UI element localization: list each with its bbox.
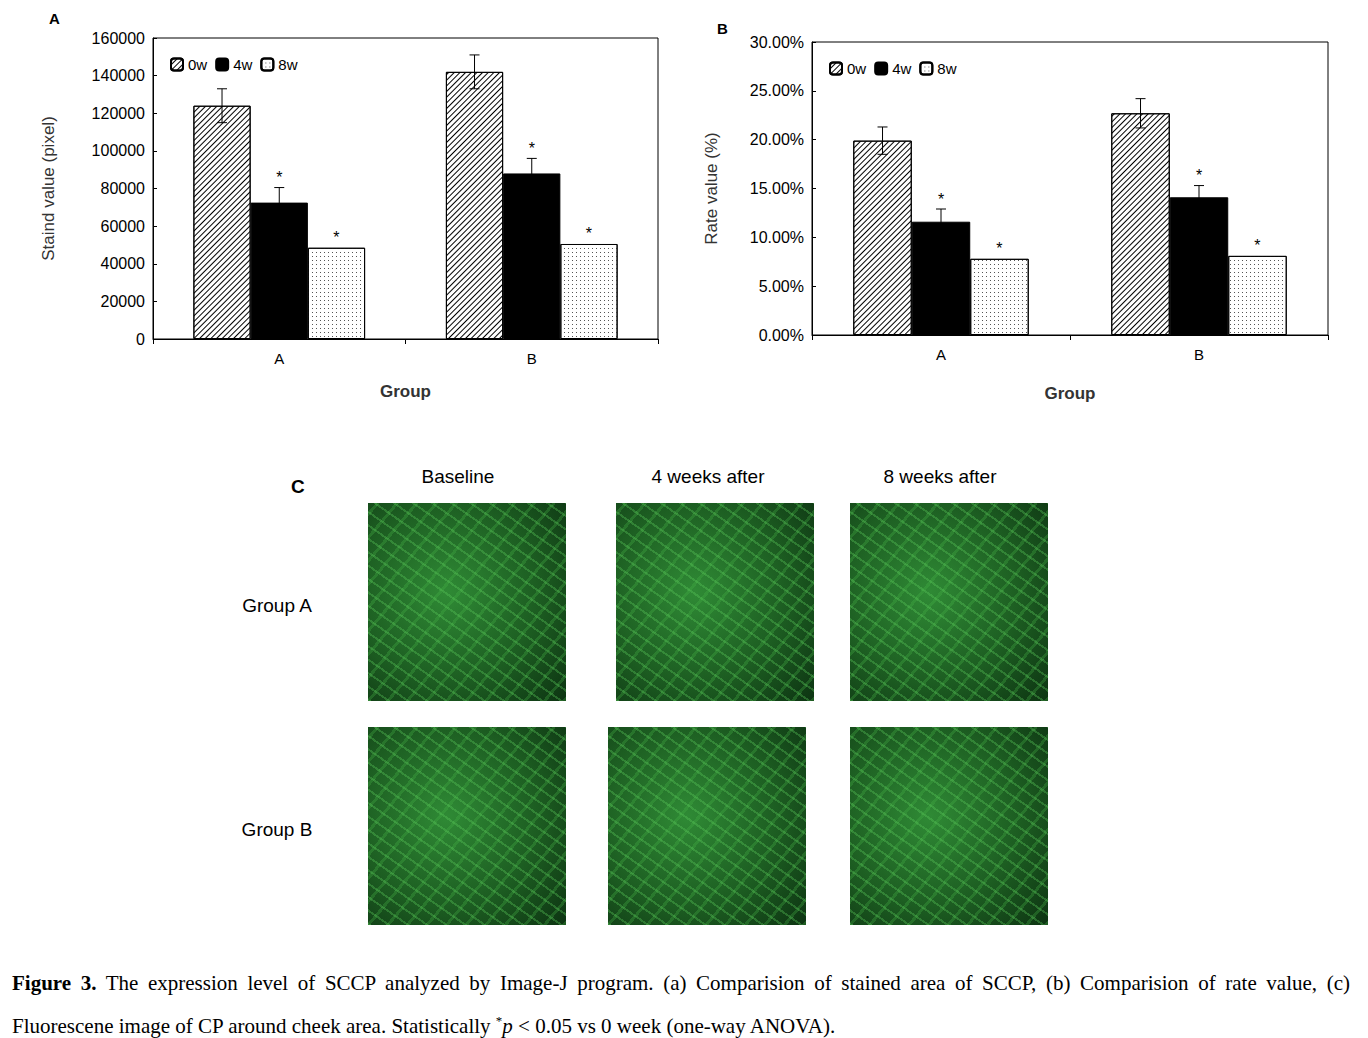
- html-text:8 weeks after: 8 weeks after: [883, 466, 997, 487]
- svg-text:Group: Group: [1045, 384, 1096, 403]
- svg-text:0: 0: [136, 331, 145, 348]
- svg-text:0.00%: 0.00%: [759, 327, 804, 344]
- svg-text:*: *: [996, 240, 1002, 257]
- svg-text:*: *: [1196, 167, 1202, 184]
- svg-text:4w: 4w: [233, 56, 252, 73]
- svg-text:8w: 8w: [278, 56, 297, 73]
- svg-text:A: A: [274, 350, 284, 367]
- html-text:Group B: Group B: [241, 819, 313, 840]
- svg-text:0w: 0w: [188, 56, 207, 73]
- svg-text:15.00%: 15.00%: [750, 180, 804, 197]
- svg-text:0w: 0w: [847, 60, 866, 77]
- html-text:Figure 3. The expression level: Figure 3. The expression level of SCCP a…: [12, 971, 1350, 1038]
- svg-text:B: B: [527, 350, 537, 367]
- svg-text:*: *: [529, 140, 535, 157]
- svg-text:*: *: [938, 191, 944, 208]
- svg-text:A: A: [49, 10, 60, 27]
- svg-text:30.00%: 30.00%: [750, 34, 804, 51]
- svg-text:10.00%: 10.00%: [750, 229, 804, 246]
- html-text:Group A: Group A: [242, 595, 312, 616]
- svg-text:Group: Group: [380, 382, 431, 401]
- svg-text:140000: 140000: [92, 67, 145, 84]
- svg-text:5.00%: 5.00%: [759, 278, 804, 295]
- svg-text:A: A: [936, 346, 946, 363]
- svg-text:B: B: [1194, 346, 1204, 363]
- svg-text:Staind value (pixel): Staind value (pixel): [39, 116, 58, 261]
- svg-text:120000: 120000: [92, 105, 145, 122]
- svg-text:*: *: [1254, 237, 1260, 254]
- svg-text:160000: 160000: [92, 30, 145, 47]
- svg-text:*: *: [586, 225, 592, 242]
- svg-text:B: B: [717, 20, 728, 37]
- svg-text:Rate value (%): Rate value (%): [702, 132, 721, 244]
- svg-text:80000: 80000: [101, 180, 146, 197]
- html-text:4 weeks after: 4 weeks after: [651, 466, 765, 487]
- svg-text:8w: 8w: [937, 60, 956, 77]
- html-text:Baseline: Baseline: [421, 466, 495, 487]
- svg-text:40000: 40000: [101, 255, 146, 272]
- svg-text:20.00%: 20.00%: [750, 131, 804, 148]
- svg-text:60000: 60000: [101, 218, 146, 235]
- html-text:C: C: [291, 476, 305, 497]
- svg-text:4w: 4w: [892, 60, 911, 77]
- svg-text:*: *: [333, 229, 339, 246]
- svg-text:*: *: [276, 169, 282, 186]
- svg-text:100000: 100000: [92, 142, 145, 159]
- svg-text:25.00%: 25.00%: [750, 82, 804, 99]
- svg-text:20000: 20000: [101, 293, 146, 310]
